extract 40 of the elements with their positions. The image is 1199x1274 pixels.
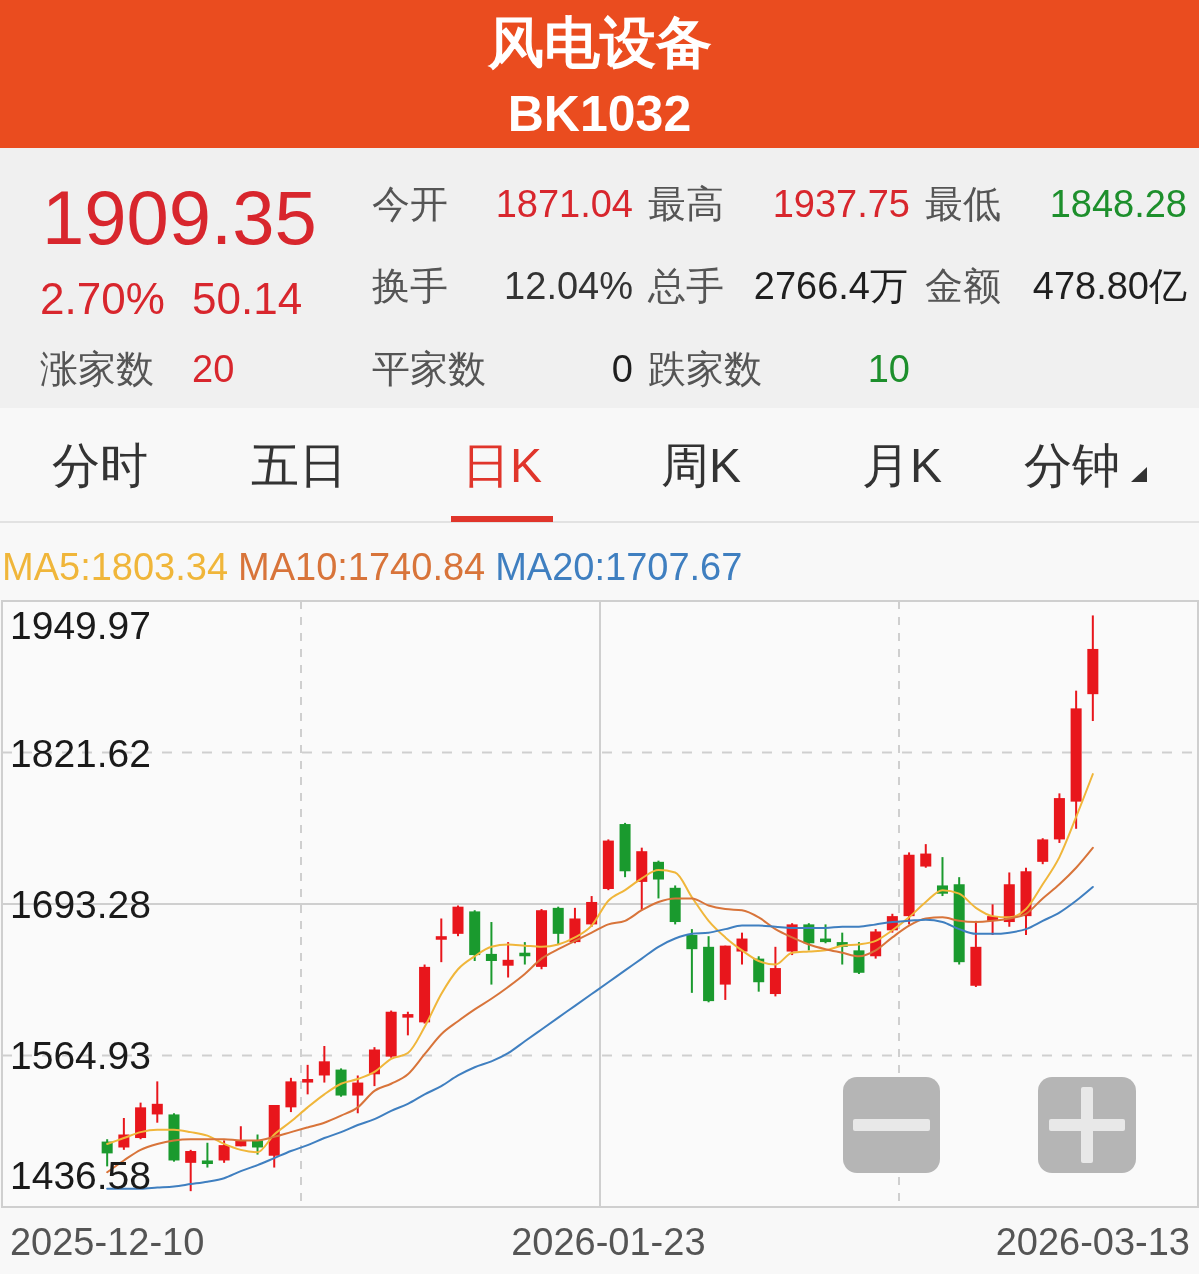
text: 最低 xyxy=(925,183,1001,225)
y-tick-label: 1821.62 xyxy=(10,731,151,775)
text: 20 xyxy=(192,348,235,390)
text: 478.80亿 xyxy=(1032,265,1187,307)
text: 0 xyxy=(611,348,633,390)
text: 平家数 xyxy=(372,348,486,390)
text: 1909.35 xyxy=(42,175,317,260)
text: 周K xyxy=(660,439,742,492)
text: 换手 xyxy=(372,265,448,307)
text: 1937.75 xyxy=(772,183,910,225)
chart-subtitle: BK1032 xyxy=(507,86,692,142)
text: 1871.04 xyxy=(495,183,633,225)
text: 涨家数 xyxy=(40,348,154,390)
text: 月K xyxy=(861,439,943,492)
text: 2766.4万 xyxy=(753,265,908,307)
y-tick-label: 1693.28 xyxy=(10,882,151,926)
x-tick-label: 2026-01-23 xyxy=(511,1221,706,1263)
text: 五日 xyxy=(251,439,347,492)
y-tick-label: 1949.97 xyxy=(10,604,151,647)
y-tick-label: 1564.93 xyxy=(10,1034,151,1078)
text: MA10:1740.84 xyxy=(238,546,486,588)
text: 金额 xyxy=(925,265,1001,307)
text: 今开 xyxy=(372,183,448,225)
text: 12.04% xyxy=(504,265,633,307)
text: 最高 xyxy=(648,183,724,225)
text: 日K xyxy=(461,439,543,492)
text: MA5:1803.34 xyxy=(2,546,229,588)
chart-title: 风电设备 xyxy=(486,11,712,74)
y-tick-label: 1436.58 xyxy=(10,1154,151,1197)
text: 50.14 xyxy=(192,274,303,323)
x-tick-label: 2025-12-10 xyxy=(9,1221,205,1263)
text: 跌家数 xyxy=(648,348,762,390)
text: 1848.28 xyxy=(1049,183,1187,225)
text: 2.70% xyxy=(40,274,165,323)
text: 总手 xyxy=(647,265,724,307)
text: 分钟 xyxy=(1024,439,1120,492)
x-tick-label: 2026-03-13 xyxy=(995,1221,1191,1263)
text: 分时 xyxy=(52,439,148,492)
text: 10 xyxy=(867,348,910,390)
text: MA20:1707.67 xyxy=(495,546,743,588)
